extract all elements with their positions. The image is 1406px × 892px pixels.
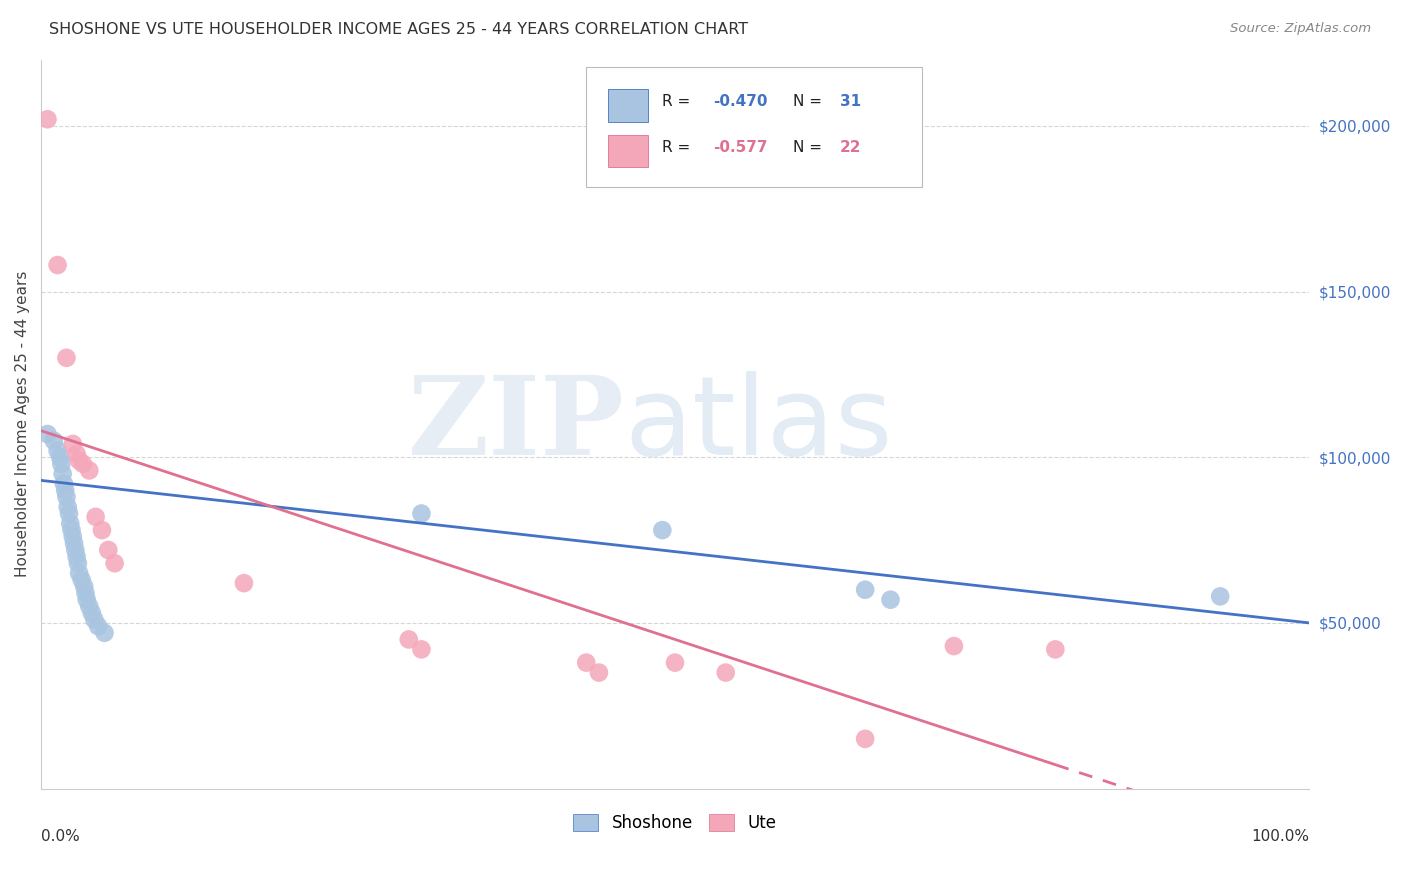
- Text: 0.0%: 0.0%: [41, 829, 80, 844]
- Y-axis label: Householder Income Ages 25 - 44 years: Householder Income Ages 25 - 44 years: [15, 271, 30, 577]
- Legend: Shoshone, Ute: Shoshone, Ute: [567, 807, 783, 838]
- Point: [1045, 642, 1067, 657]
- Point: [411, 642, 433, 657]
- Text: N =: N =: [793, 139, 827, 154]
- Point: [942, 639, 965, 653]
- Point: [51, 457, 73, 471]
- Point: [79, 599, 101, 614]
- Point: [53, 483, 76, 498]
- Point: [87, 619, 110, 633]
- Point: [59, 516, 82, 531]
- Point: [76, 592, 98, 607]
- FancyBboxPatch shape: [586, 67, 922, 187]
- Point: [62, 437, 84, 451]
- Point: [46, 258, 69, 272]
- Point: [52, 467, 75, 481]
- Text: SHOSHONE VS UTE HOUSEHOLDER INCOME AGES 25 - 44 YEARS CORRELATION CHART: SHOSHONE VS UTE HOUSEHOLDER INCOME AGES …: [49, 22, 748, 37]
- Point: [49, 450, 72, 465]
- Point: [63, 536, 86, 550]
- Text: Source: ZipAtlas.com: Source: ZipAtlas.com: [1230, 22, 1371, 36]
- Point: [37, 427, 59, 442]
- Point: [67, 453, 90, 467]
- Point: [70, 573, 93, 587]
- Text: ZIP: ZIP: [408, 370, 624, 477]
- Point: [42, 434, 65, 448]
- Point: [714, 665, 737, 680]
- Point: [1209, 590, 1232, 604]
- Point: [73, 579, 96, 593]
- Point: [65, 447, 87, 461]
- Point: [104, 556, 127, 570]
- Point: [664, 656, 686, 670]
- Point: [60, 523, 83, 537]
- Text: 22: 22: [839, 139, 862, 154]
- Point: [46, 443, 69, 458]
- Point: [55, 490, 77, 504]
- Point: [83, 613, 105, 627]
- Point: [66, 556, 89, 570]
- FancyBboxPatch shape: [607, 89, 648, 121]
- Point: [93, 625, 115, 640]
- Text: -0.577: -0.577: [713, 139, 768, 154]
- Text: atlas: atlas: [624, 370, 893, 477]
- Point: [84, 509, 107, 524]
- Point: [75, 586, 97, 600]
- Point: [91, 523, 114, 537]
- Point: [233, 576, 256, 591]
- Point: [879, 592, 901, 607]
- FancyBboxPatch shape: [607, 136, 648, 168]
- Point: [58, 507, 80, 521]
- Point: [411, 507, 433, 521]
- Point: [55, 351, 77, 365]
- Point: [853, 731, 876, 746]
- Point: [62, 530, 84, 544]
- Point: [651, 523, 673, 537]
- Text: N =: N =: [793, 94, 827, 109]
- Point: [67, 566, 90, 581]
- Text: -0.470: -0.470: [713, 94, 768, 109]
- Text: 31: 31: [839, 94, 860, 109]
- Point: [56, 500, 79, 514]
- Text: 100.0%: 100.0%: [1251, 829, 1309, 844]
- Point: [65, 549, 87, 564]
- Point: [588, 665, 610, 680]
- Point: [52, 476, 75, 491]
- Point: [575, 656, 598, 670]
- Point: [80, 606, 103, 620]
- Point: [853, 582, 876, 597]
- Point: [79, 463, 101, 477]
- Text: R =: R =: [662, 94, 696, 109]
- Point: [65, 543, 87, 558]
- Point: [72, 457, 94, 471]
- Point: [97, 543, 120, 558]
- Text: R =: R =: [662, 139, 696, 154]
- Point: [37, 112, 59, 127]
- Point: [398, 632, 420, 647]
